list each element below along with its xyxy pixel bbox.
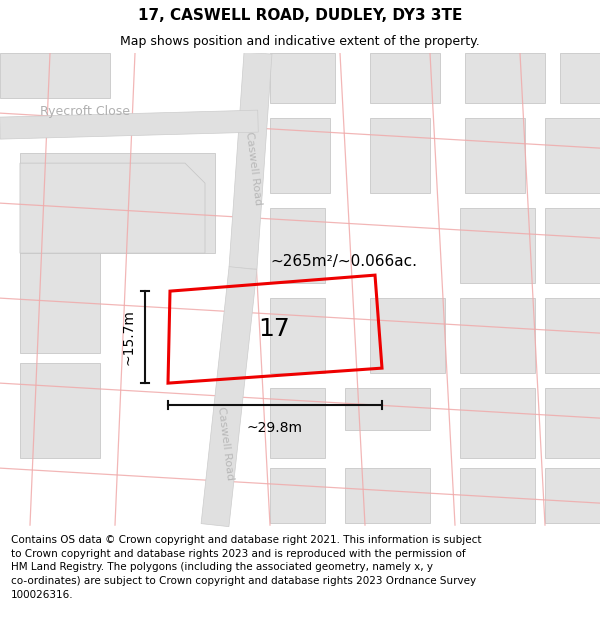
Bar	[370, 298, 445, 373]
Bar	[270, 298, 325, 373]
Bar	[460, 388, 535, 458]
Bar	[270, 208, 325, 283]
Bar	[20, 363, 100, 458]
Text: 17: 17	[258, 318, 290, 341]
Text: Ryecroft Close: Ryecroft Close	[40, 104, 130, 118]
Bar	[20, 253, 100, 353]
Bar	[545, 468, 600, 523]
Text: ~265m²/~0.066ac.: ~265m²/~0.066ac.	[270, 254, 417, 269]
Polygon shape	[20, 163, 205, 253]
Bar	[270, 388, 325, 458]
Bar	[20, 153, 215, 253]
Bar	[345, 388, 430, 430]
Bar	[460, 298, 535, 373]
Text: Map shows position and indicative extent of the property.: Map shows position and indicative extent…	[120, 35, 480, 48]
Polygon shape	[0, 110, 258, 139]
Text: ~29.8m: ~29.8m	[247, 421, 303, 435]
Bar	[545, 208, 600, 283]
Bar	[345, 468, 430, 523]
Bar	[270, 53, 335, 103]
Bar	[545, 298, 600, 373]
Text: Contains OS data © Crown copyright and database right 2021. This information is : Contains OS data © Crown copyright and d…	[11, 535, 481, 599]
Bar	[465, 118, 525, 193]
Bar	[370, 118, 430, 193]
Text: Caswell Road: Caswell Road	[244, 131, 262, 206]
Bar	[270, 468, 325, 523]
Bar	[370, 53, 440, 103]
Text: Caswell Road: Caswell Road	[215, 406, 235, 481]
Bar	[545, 118, 600, 193]
Text: ~15.7m: ~15.7m	[121, 309, 135, 365]
Bar	[465, 53, 545, 103]
Bar	[460, 208, 535, 283]
Bar	[545, 388, 600, 458]
Bar	[560, 53, 600, 103]
Polygon shape	[229, 52, 272, 269]
Bar	[0, 53, 110, 98]
Bar	[460, 468, 535, 523]
Bar	[270, 118, 330, 193]
Polygon shape	[201, 267, 257, 527]
Text: 17, CASWELL ROAD, DUDLEY, DY3 3TE: 17, CASWELL ROAD, DUDLEY, DY3 3TE	[138, 8, 462, 23]
